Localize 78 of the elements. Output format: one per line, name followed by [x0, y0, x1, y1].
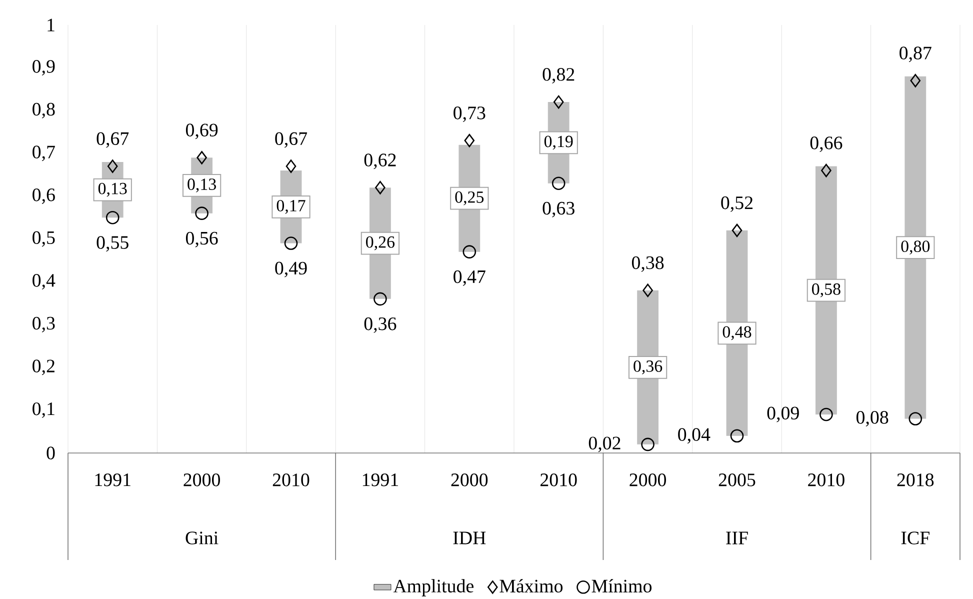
point — [910, 74, 921, 88]
y-tick-label: 0,3 — [32, 316, 55, 332]
point — [284, 236, 298, 250]
data-label: 0,62 — [364, 154, 396, 170]
data-label: 0,67 — [96, 132, 129, 148]
data-label: 0,49 — [275, 262, 307, 278]
data-label: 0,58 — [812, 283, 840, 298]
data-label: 0,04 — [678, 428, 710, 444]
y-tick-label: 0 — [46, 446, 55, 460]
data-label: 0,36 — [634, 360, 662, 374]
text: ICF — [901, 532, 930, 544]
data-label: 0,82 — [542, 68, 574, 84]
point — [820, 408, 833, 422]
data-label: 0,08 — [856, 410, 888, 426]
x-tick-label: 2018 — [897, 473, 934, 486]
y-tick-label: 0,2 — [32, 360, 54, 376]
data-label: 0,38 — [632, 256, 664, 272]
point — [821, 164, 832, 178]
x-tick-label: 2005 — [718, 473, 756, 486]
data-label: 0,36 — [364, 317, 396, 333]
y-tick-label: 0,4 — [32, 274, 56, 290]
point — [462, 245, 476, 258]
x-tick-label: 2000 — [184, 473, 220, 486]
point — [908, 412, 922, 426]
y-tick-label: 0,8 — [32, 102, 55, 118]
point — [106, 210, 120, 224]
data-label: 0,47 — [454, 270, 486, 286]
y-tick-label: 0,1 — [32, 402, 54, 418]
data-label: 0,26 — [366, 236, 395, 250]
point — [375, 180, 386, 194]
point — [195, 206, 208, 220]
data-label: 0,48 — [722, 326, 752, 340]
data-label: 0,87 — [900, 46, 932, 62]
y-tick-label: 1 — [48, 18, 54, 32]
data-label: 0,13 — [188, 178, 216, 192]
point — [641, 438, 654, 452]
data-label: 0,55 — [96, 236, 128, 252]
point — [732, 224, 742, 238]
point — [464, 134, 475, 148]
data-label: 0,73 — [454, 106, 486, 122]
data-label: 0,67 — [275, 132, 308, 148]
y-tick-label: 0,9 — [32, 60, 55, 76]
data-label: 0,02 — [588, 436, 620, 452]
legend-label: Máximo — [500, 579, 563, 592]
data-label: 0,09 — [767, 406, 799, 422]
data-label: 0,52 — [721, 196, 753, 212]
data-label: 0,13 — [98, 182, 127, 197]
y-tick-label: 0,7 — [32, 146, 55, 162]
x-tick-label: 1991 — [95, 473, 130, 486]
point — [107, 160, 118, 173]
y-tick-label: 0,6 — [32, 188, 55, 204]
point — [374, 292, 387, 306]
data-label: 0,69 — [186, 124, 218, 140]
text: IIF — [726, 532, 748, 544]
data-label: 0,25 — [455, 191, 484, 206]
data-label: 0,56 — [186, 232, 218, 248]
point — [286, 160, 296, 173]
legend-label: Mínimo — [592, 579, 652, 592]
data-label: 0,80 — [901, 240, 930, 254]
data-label: 0,66 — [810, 136, 842, 152]
text: Gini — [186, 532, 218, 544]
point — [552, 176, 566, 190]
legend-label: Amplitude — [393, 579, 474, 596]
point — [553, 95, 564, 109]
x-tick-label: 2000 — [451, 473, 488, 486]
data-label: 0,17 — [276, 200, 306, 214]
point — [730, 429, 744, 442]
point — [642, 284, 653, 297]
x-tick-label: 1991 — [362, 473, 398, 486]
y-tick-label: 0,5 — [32, 231, 55, 247]
x-tick-label: 2010 — [808, 473, 844, 486]
text: IDH — [453, 532, 486, 544]
data-label: 0,63 — [542, 202, 574, 218]
x-tick-label: 2010 — [272, 473, 310, 486]
point — [196, 150, 207, 164]
data-label: 0,19 — [544, 136, 573, 150]
x-tick-label: 2000 — [630, 473, 666, 486]
x-tick-label: 2010 — [540, 473, 577, 486]
